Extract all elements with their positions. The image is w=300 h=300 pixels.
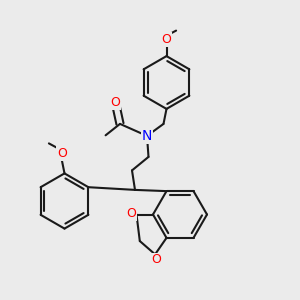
Text: O: O xyxy=(151,253,160,266)
Text: O: O xyxy=(57,147,67,160)
Text: O: O xyxy=(126,207,136,220)
Text: O: O xyxy=(162,33,171,46)
Text: N: N xyxy=(142,129,152,143)
Text: O: O xyxy=(110,96,120,109)
